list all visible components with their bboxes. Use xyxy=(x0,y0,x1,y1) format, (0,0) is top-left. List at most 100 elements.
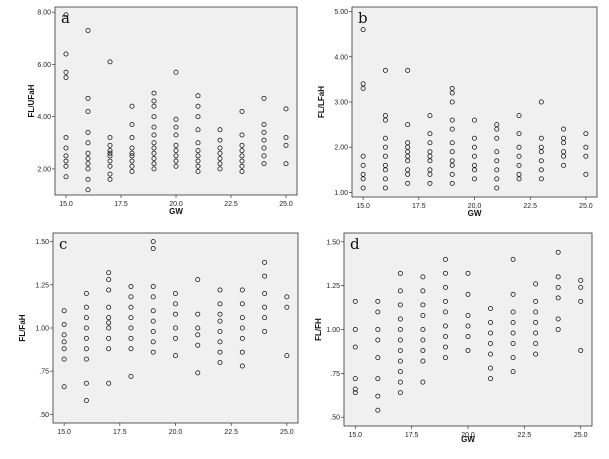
data-point xyxy=(555,249,561,255)
data-point xyxy=(106,325,112,331)
data-point xyxy=(83,304,89,310)
data-point xyxy=(85,150,91,156)
data-point xyxy=(239,158,245,164)
data-point xyxy=(129,145,135,151)
data-point xyxy=(583,144,589,150)
data-point xyxy=(555,316,561,322)
data-point xyxy=(449,117,455,123)
data-point xyxy=(61,308,67,314)
data-point xyxy=(61,384,67,390)
data-point xyxy=(420,302,426,308)
x-tick-label: 25.0 xyxy=(574,432,588,439)
x-tick-label: 22.5 xyxy=(523,203,537,210)
data-point xyxy=(261,122,267,127)
data-point xyxy=(360,27,366,33)
data-point xyxy=(397,348,403,354)
data-point xyxy=(583,153,589,159)
y-axis-title: FL/FH xyxy=(314,318,323,341)
data-point xyxy=(151,166,157,172)
data-point xyxy=(63,174,69,180)
data-point xyxy=(217,328,223,334)
x-tick-label: 25.0 xyxy=(279,201,293,208)
data-point xyxy=(61,356,67,362)
data-point xyxy=(63,145,69,151)
data-point xyxy=(128,284,134,290)
data-point xyxy=(61,322,67,328)
data-point xyxy=(449,149,455,155)
data-point xyxy=(262,273,268,279)
data-point xyxy=(239,335,245,341)
data-point xyxy=(107,176,113,182)
data-point xyxy=(533,341,539,347)
data-point xyxy=(83,335,89,341)
data-point xyxy=(284,304,290,310)
x-tick-label: 22.5 xyxy=(518,432,532,439)
panel-d: d 15.0 17.5 20.0 22.5 25.0 .50 .75 1.00 1.25 1.50 G… xyxy=(314,232,593,444)
data-point xyxy=(510,369,516,375)
data-point xyxy=(239,108,245,114)
data-point xyxy=(442,309,448,315)
data-point xyxy=(129,158,135,164)
y-axis-title: FL/LFaH xyxy=(317,86,326,118)
data-point xyxy=(150,318,156,324)
x-tick-label: 20.0 xyxy=(169,429,183,436)
data-point xyxy=(427,167,433,173)
data-point xyxy=(449,171,455,177)
data-point xyxy=(442,323,448,329)
data-point xyxy=(449,140,455,146)
data-point xyxy=(129,135,135,141)
data-point xyxy=(217,166,223,172)
data-point xyxy=(151,98,157,104)
data-point xyxy=(538,135,544,141)
data-point xyxy=(488,320,494,325)
data-point xyxy=(107,135,113,141)
panel-letter: b xyxy=(358,9,368,27)
data-point xyxy=(195,148,201,154)
data-point xyxy=(382,176,388,182)
data-point xyxy=(150,284,156,290)
data-point xyxy=(375,376,381,382)
data-point xyxy=(129,163,135,169)
data-point xyxy=(465,312,471,318)
data-point xyxy=(352,376,358,382)
data-point xyxy=(217,155,223,161)
data-point xyxy=(420,358,426,364)
data-point xyxy=(195,277,201,283)
data-point xyxy=(173,158,179,164)
data-point xyxy=(217,145,223,151)
data-point xyxy=(61,346,67,352)
data-point xyxy=(472,176,477,182)
data-point xyxy=(195,93,201,99)
data-point xyxy=(239,142,245,148)
data-point xyxy=(85,140,91,146)
data-point xyxy=(85,166,91,172)
data-point xyxy=(85,187,91,193)
data-point xyxy=(217,339,223,345)
data-point xyxy=(150,339,156,345)
data-point xyxy=(239,363,245,369)
data-point xyxy=(284,353,290,359)
data-point xyxy=(173,116,179,122)
y-tick-label: 8.00 xyxy=(37,10,51,17)
data-point xyxy=(85,129,91,135)
x-axis-title: GW xyxy=(468,209,482,218)
data-point xyxy=(465,334,471,339)
data-point xyxy=(195,342,201,348)
data-point xyxy=(382,67,388,73)
data-point xyxy=(217,287,223,293)
data-point xyxy=(261,145,267,151)
data-point xyxy=(510,309,516,315)
data-point xyxy=(420,312,426,318)
data-point xyxy=(494,135,500,141)
data-point xyxy=(150,239,156,245)
data-point xyxy=(284,294,290,300)
data-point xyxy=(151,90,157,96)
data-point xyxy=(195,158,201,164)
data-point xyxy=(151,140,157,146)
data-point xyxy=(375,407,381,413)
data-point xyxy=(173,142,179,148)
data-point xyxy=(85,155,91,161)
data-point xyxy=(106,380,112,386)
x-tick-label: 20.0 xyxy=(169,201,183,208)
data-point xyxy=(533,330,539,336)
